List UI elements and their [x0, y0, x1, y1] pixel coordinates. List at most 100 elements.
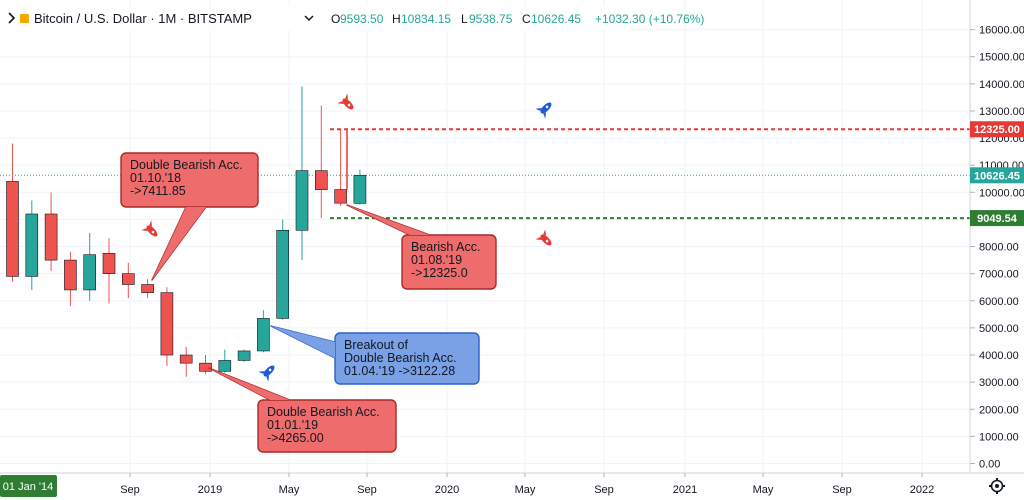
candle[interactable]: [179, 346, 193, 377]
candle[interactable]: [6, 143, 19, 282]
x-tick-label: Sep: [832, 484, 852, 496]
candle-body: [122, 273, 135, 285]
symbol-title[interactable]: Bitcoin / U.S. Dollar · 1M · BITSTAMP: [34, 11, 252, 26]
candle[interactable]: [160, 287, 174, 366]
x-tick-label: Sep: [120, 484, 140, 496]
candle-body: [257, 318, 270, 352]
support-price-label: 9049.54: [977, 213, 1018, 225]
candle[interactable]: [102, 238, 116, 304]
candle[interactable]: [314, 105, 328, 219]
candle[interactable]: [199, 355, 212, 375]
chevron-down-icon[interactable]: [304, 15, 314, 22]
callout-text: 01.01.'19: [267, 418, 318, 432]
price-levels: [0, 128, 970, 220]
low-label: L: [461, 12, 468, 26]
candle-body: [237, 350, 251, 361]
callout-bearish[interactable]: Double Bearish Acc.01.10.'18->7411.85: [120, 152, 259, 281]
x-tick-label: 2020: [435, 484, 459, 496]
y-tick-label: 0.00: [979, 459, 1000, 471]
candle[interactable]: [257, 310, 270, 353]
candle-body: [64, 259, 77, 291]
callout-text: Breakout of: [344, 338, 408, 352]
callout-text: ->4265.00: [267, 431, 324, 445]
candle[interactable]: [353, 169, 367, 205]
callout-box: [257, 399, 397, 453]
candle-body: [6, 181, 19, 277]
candle-body: [314, 170, 328, 190]
candle-body: [276, 229, 290, 319]
candle-body: [334, 189, 347, 204]
annotations: Double Bearish Acc.01.10.'18->7411.85Bea…: [120, 152, 497, 453]
callout-text: Double Bearish Acc.: [130, 158, 243, 172]
y-tick-label: 8000.00: [979, 242, 1019, 254]
open-value: 9593.50: [340, 12, 384, 26]
candle[interactable]: [218, 349, 232, 373]
callout-box: [401, 234, 497, 290]
collapse-icon[interactable]: [8, 12, 16, 24]
y-tick-label: 15000.00: [979, 52, 1024, 64]
resistance-price-tag: [970, 121, 1024, 138]
candle-body: [179, 354, 193, 364]
high-label: H: [392, 12, 401, 26]
candle[interactable]: [141, 279, 154, 299]
candle[interactable]: [64, 251, 77, 307]
callout-text: 01.08.'19: [411, 253, 462, 267]
close-label: C: [522, 12, 531, 26]
rocket-icon: [141, 220, 158, 237]
candle-body: [83, 254, 96, 291]
x-tick-label: May: [753, 484, 774, 496]
y-tick-label: 3000.00: [979, 377, 1019, 389]
candle-body: [44, 213, 58, 261]
y-tick-label: 1000.00: [979, 431, 1019, 443]
candle[interactable]: [295, 86, 309, 261]
x-tick-label: May: [279, 484, 300, 496]
resistance-price-label: 12325.00: [974, 124, 1020, 136]
y-tick-label: 6000.00: [979, 296, 1019, 308]
y-tick-label: 14000.00: [979, 79, 1024, 91]
candle-body: [102, 253, 116, 274]
time-axis[interactable]: 01 Jan '14 Sep 2019 May Sep 2020 May Sep 2021 May…: [0, 473, 934, 497]
y-tick-label: 16000.00: [979, 25, 1024, 37]
rocket-markers: [141, 93, 552, 382]
y-tick-label: 4000.00: [979, 350, 1019, 362]
candle-body: [199, 362, 212, 372]
callout-bearish[interactable]: Bearish Acc.01.08.'19->12325.0: [346, 204, 497, 290]
rocket-icon: [337, 93, 354, 110]
candle[interactable]: [25, 200, 39, 290]
x-tick-label: 2022: [910, 484, 934, 496]
candle[interactable]: [44, 192, 58, 271]
x-tick-label: Sep: [357, 484, 377, 496]
callout-text: Double Bearish Acc.: [344, 351, 457, 365]
y-tick-label: 13000.00: [979, 106, 1024, 118]
x-tick-label: May: [515, 484, 536, 496]
candle[interactable]: [276, 219, 290, 320]
candles[interactable]: [6, 86, 367, 377]
callout-text: 01.10.'18: [130, 171, 181, 185]
candle[interactable]: [334, 129, 347, 206]
gear-icon[interactable]: [989, 478, 1005, 494]
rocket-icon: [535, 102, 552, 119]
candle[interactable]: [83, 232, 96, 301]
candle-body: [160, 292, 174, 356]
x-tick-label: 2021: [673, 484, 697, 496]
callout-text: ->7411.85: [130, 184, 186, 198]
last-price-tag: [970, 167, 1024, 184]
y-tick-label: 7000.00: [979, 269, 1019, 281]
bitcoin-logo-icon: [20, 14, 29, 23]
low-value: 9538.75: [469, 12, 513, 26]
candle[interactable]: [122, 262, 135, 299]
chart-header: Bitcoin / U.S. Dollar · 1M · BITSTAMP O …: [2, 6, 704, 30]
rocket-icon: [258, 365, 275, 382]
close-value: 10626.45: [531, 12, 581, 26]
x-tick-label: Sep: [594, 484, 614, 496]
callout-box: [334, 332, 480, 385]
candle-body: [353, 175, 367, 204]
callout-bearish[interactable]: Double Bearish Acc.01.01.'19->4265.00: [208, 367, 397, 453]
open-label: O: [331, 12, 340, 26]
candle-body: [141, 284, 154, 293]
candle[interactable]: [237, 349, 251, 362]
x-tick-label: 01 Jan '14: [3, 481, 53, 493]
